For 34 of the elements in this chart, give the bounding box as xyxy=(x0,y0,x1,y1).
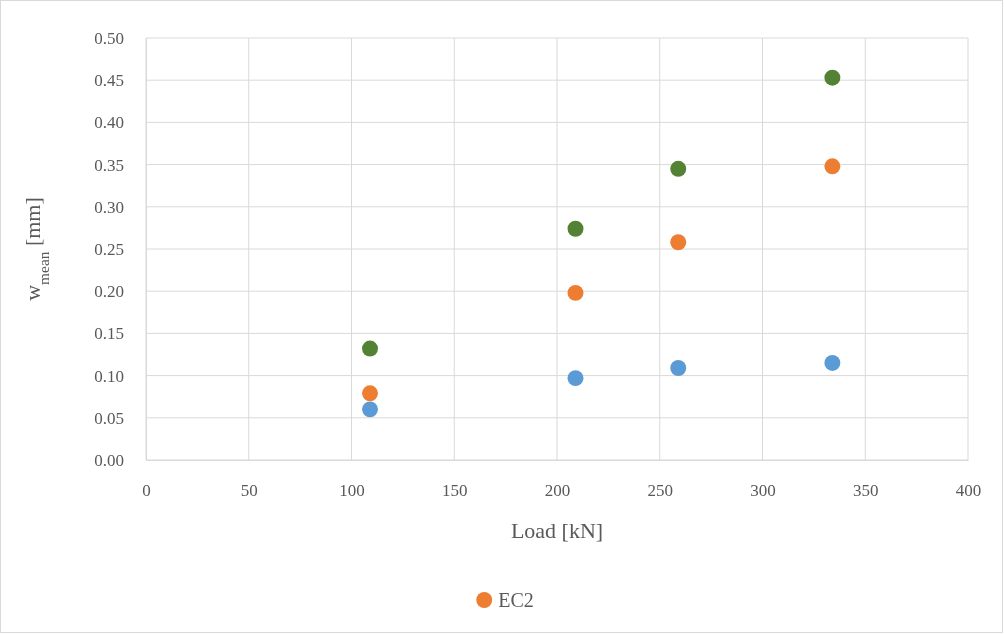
point xyxy=(670,234,687,251)
point xyxy=(567,284,584,301)
x-tick-label: 100 xyxy=(339,481,365,501)
point xyxy=(567,370,584,387)
legend-label: EC2 xyxy=(498,589,534,611)
point xyxy=(824,354,841,371)
point xyxy=(824,69,841,86)
x-axis-title: Load [kN] xyxy=(510,518,604,543)
y-tick-label: 0.15 xyxy=(94,324,124,344)
point xyxy=(362,340,378,357)
y-tick-label: 0.35 xyxy=(94,155,124,175)
x-tick-label: 400 xyxy=(955,481,982,501)
point xyxy=(362,385,378,402)
y-tick-label: 0.50 xyxy=(94,28,124,48)
x-tick-label: 250 xyxy=(647,481,673,501)
x-tick-label: 200 xyxy=(544,481,571,501)
y-tick-label: 0.40 xyxy=(94,113,124,133)
y-tick-label: 0.25 xyxy=(94,239,124,259)
point xyxy=(824,158,841,175)
point xyxy=(670,160,687,177)
y-tick-label: 0.30 xyxy=(94,197,124,217)
x-tick-label: 150 xyxy=(442,481,468,501)
x-tick-label: 50 xyxy=(240,481,258,501)
x-tick-label: 350 xyxy=(853,481,879,501)
point xyxy=(567,220,584,237)
y-tick-label: 0.05 xyxy=(94,408,124,428)
x-tick-label: 0 xyxy=(142,481,151,501)
y-tick-label: 0.20 xyxy=(94,282,124,302)
y-tick-label: 0.45 xyxy=(94,71,124,91)
x-tick-label: 300 xyxy=(750,481,776,501)
point xyxy=(362,401,378,418)
y-tick-label: 0.10 xyxy=(94,366,124,386)
point xyxy=(670,360,687,376)
y-tick-label: 0.00 xyxy=(94,450,124,470)
